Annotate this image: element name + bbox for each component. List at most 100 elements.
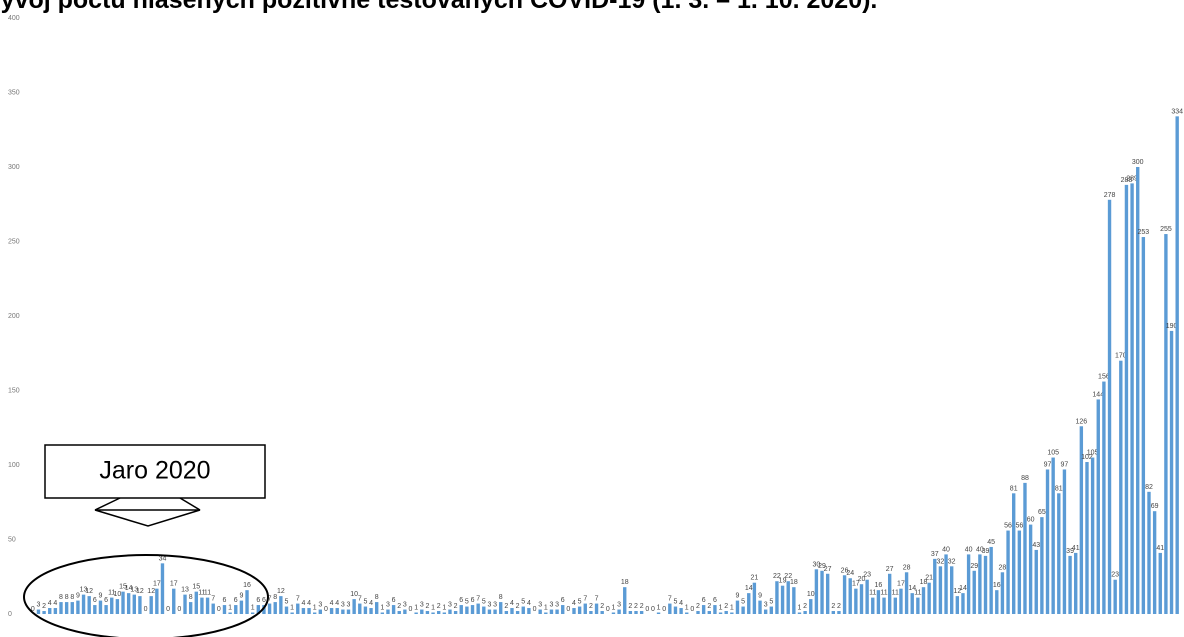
bar: [1130, 183, 1134, 614]
value-label: 6: [702, 597, 706, 604]
value-label: 7: [358, 596, 362, 603]
value-label: 3: [487, 602, 491, 609]
value-label: 13: [181, 587, 189, 594]
value-label: 3: [386, 602, 390, 609]
bar: [363, 606, 368, 614]
value-label: 18: [920, 579, 928, 586]
bar: [1006, 530, 1010, 614]
value-label: 5: [482, 599, 486, 606]
bar: [747, 593, 751, 614]
value-label: 9: [736, 593, 740, 600]
bar: [425, 611, 430, 614]
bar: [859, 584, 864, 614]
bar: [735, 600, 740, 614]
bar: [921, 587, 926, 614]
value-label: 18: [621, 579, 629, 586]
value-label: 1: [730, 605, 734, 612]
bar: [995, 590, 999, 614]
bar: [110, 597, 114, 614]
value-label: 7: [583, 596, 587, 603]
value-label: 14: [745, 585, 753, 592]
value-label: 253: [1138, 229, 1150, 236]
bar: [1147, 491, 1151, 614]
bar: [1023, 482, 1027, 614]
bar: [899, 588, 903, 614]
value-label: 126: [1076, 418, 1088, 425]
bar: [256, 605, 260, 614]
bar: [848, 578, 852, 614]
bar: [572, 608, 576, 614]
bar: [453, 611, 458, 614]
bar: [194, 591, 198, 614]
value-label: 0: [645, 606, 649, 613]
value-label: 29: [970, 563, 978, 570]
bar: [42, 611, 46, 614]
bar: [239, 600, 244, 614]
value-label: 17: [170, 581, 178, 588]
value-label: 15: [192, 584, 200, 591]
bar: [1141, 237, 1146, 614]
value-label: 2: [707, 603, 711, 610]
bar: [1074, 552, 1078, 614]
value-label: 4: [48, 600, 52, 607]
bar: [301, 608, 306, 614]
value-label: 12: [85, 588, 93, 595]
value-label: 3: [555, 602, 559, 609]
value-label: 81: [1055, 485, 1063, 492]
bar: [549, 609, 554, 614]
bar: [312, 612, 317, 614]
value-label: 2: [504, 603, 508, 610]
value-label: 6: [93, 597, 97, 604]
bar: [837, 611, 841, 614]
bar: [290, 612, 294, 614]
bar: [809, 599, 813, 614]
bar: [634, 611, 638, 614]
bar: [893, 597, 898, 614]
value-label: 0: [690, 606, 694, 613]
chart-title: Vývoj počtu hlášených pozitivně testovan…: [0, 0, 877, 14]
value-label: 32: [937, 558, 945, 565]
bar: [679, 608, 683, 614]
value-label: 0: [533, 606, 537, 613]
value-label: 8: [189, 594, 193, 601]
value-label: 43: [1032, 542, 1040, 549]
bar: [93, 605, 97, 614]
value-label: 11: [108, 590, 115, 597]
value-label: 4: [679, 600, 683, 607]
value-label: 29: [818, 563, 826, 570]
value-label: 105: [1087, 450, 1099, 457]
value-label: 13: [130, 587, 138, 594]
value-label: 1: [544, 605, 548, 612]
bar: [493, 609, 497, 614]
bar: [989, 546, 993, 614]
value-label: 27: [886, 566, 894, 573]
value-label: 2: [628, 603, 632, 610]
value-label: 40: [976, 546, 984, 553]
value-label: 41: [1156, 545, 1164, 552]
y-tick-label: 350: [8, 89, 20, 96]
value-label: 0: [606, 606, 610, 613]
value-label: 9: [99, 593, 103, 600]
value-label: 39: [1066, 548, 1074, 555]
bar: [887, 573, 892, 614]
highlight-ellipse: [23, 554, 269, 637]
bar: [916, 597, 920, 614]
bar: [1017, 530, 1022, 614]
bar: [555, 609, 559, 614]
bar: [656, 612, 661, 614]
bar: [448, 609, 452, 614]
value-label: 8: [70, 594, 74, 601]
value-label: 1: [228, 605, 232, 612]
value-label: 3: [37, 602, 41, 609]
value-label: 6: [561, 597, 565, 604]
value-label: 39: [982, 548, 990, 555]
value-label: 2: [397, 603, 401, 610]
value-label: 24: [846, 570, 854, 577]
annotation: Jaro 2020: [99, 457, 210, 485]
bar: [1040, 517, 1044, 614]
bar: [76, 600, 80, 614]
bar: [1124, 184, 1129, 614]
bar: [668, 603, 672, 614]
bar: [81, 594, 86, 614]
